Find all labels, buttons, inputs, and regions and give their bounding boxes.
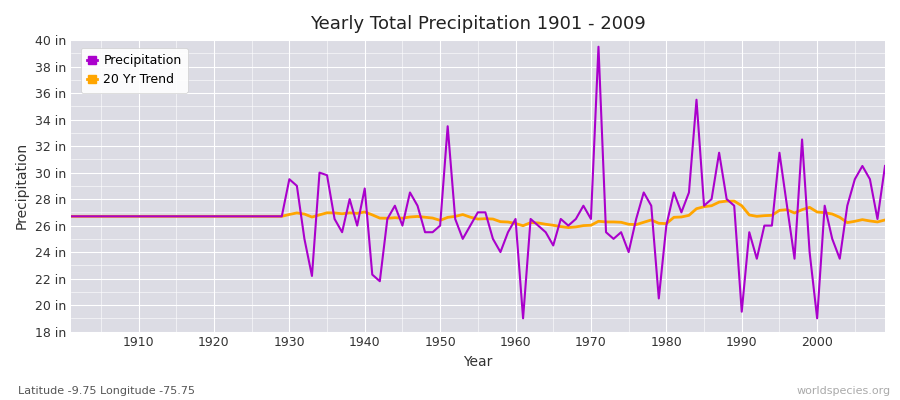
Y-axis label: Precipitation: Precipitation bbox=[15, 142, 29, 230]
Legend: Precipitation, 20 Yr Trend: Precipitation, 20 Yr Trend bbox=[81, 48, 188, 92]
X-axis label: Year: Year bbox=[464, 355, 492, 369]
Text: worldspecies.org: worldspecies.org bbox=[796, 386, 891, 396]
Title: Yearly Total Precipitation 1901 - 2009: Yearly Total Precipitation 1901 - 2009 bbox=[310, 15, 645, 33]
Text: Latitude -9.75 Longitude -75.75: Latitude -9.75 Longitude -75.75 bbox=[18, 386, 195, 396]
